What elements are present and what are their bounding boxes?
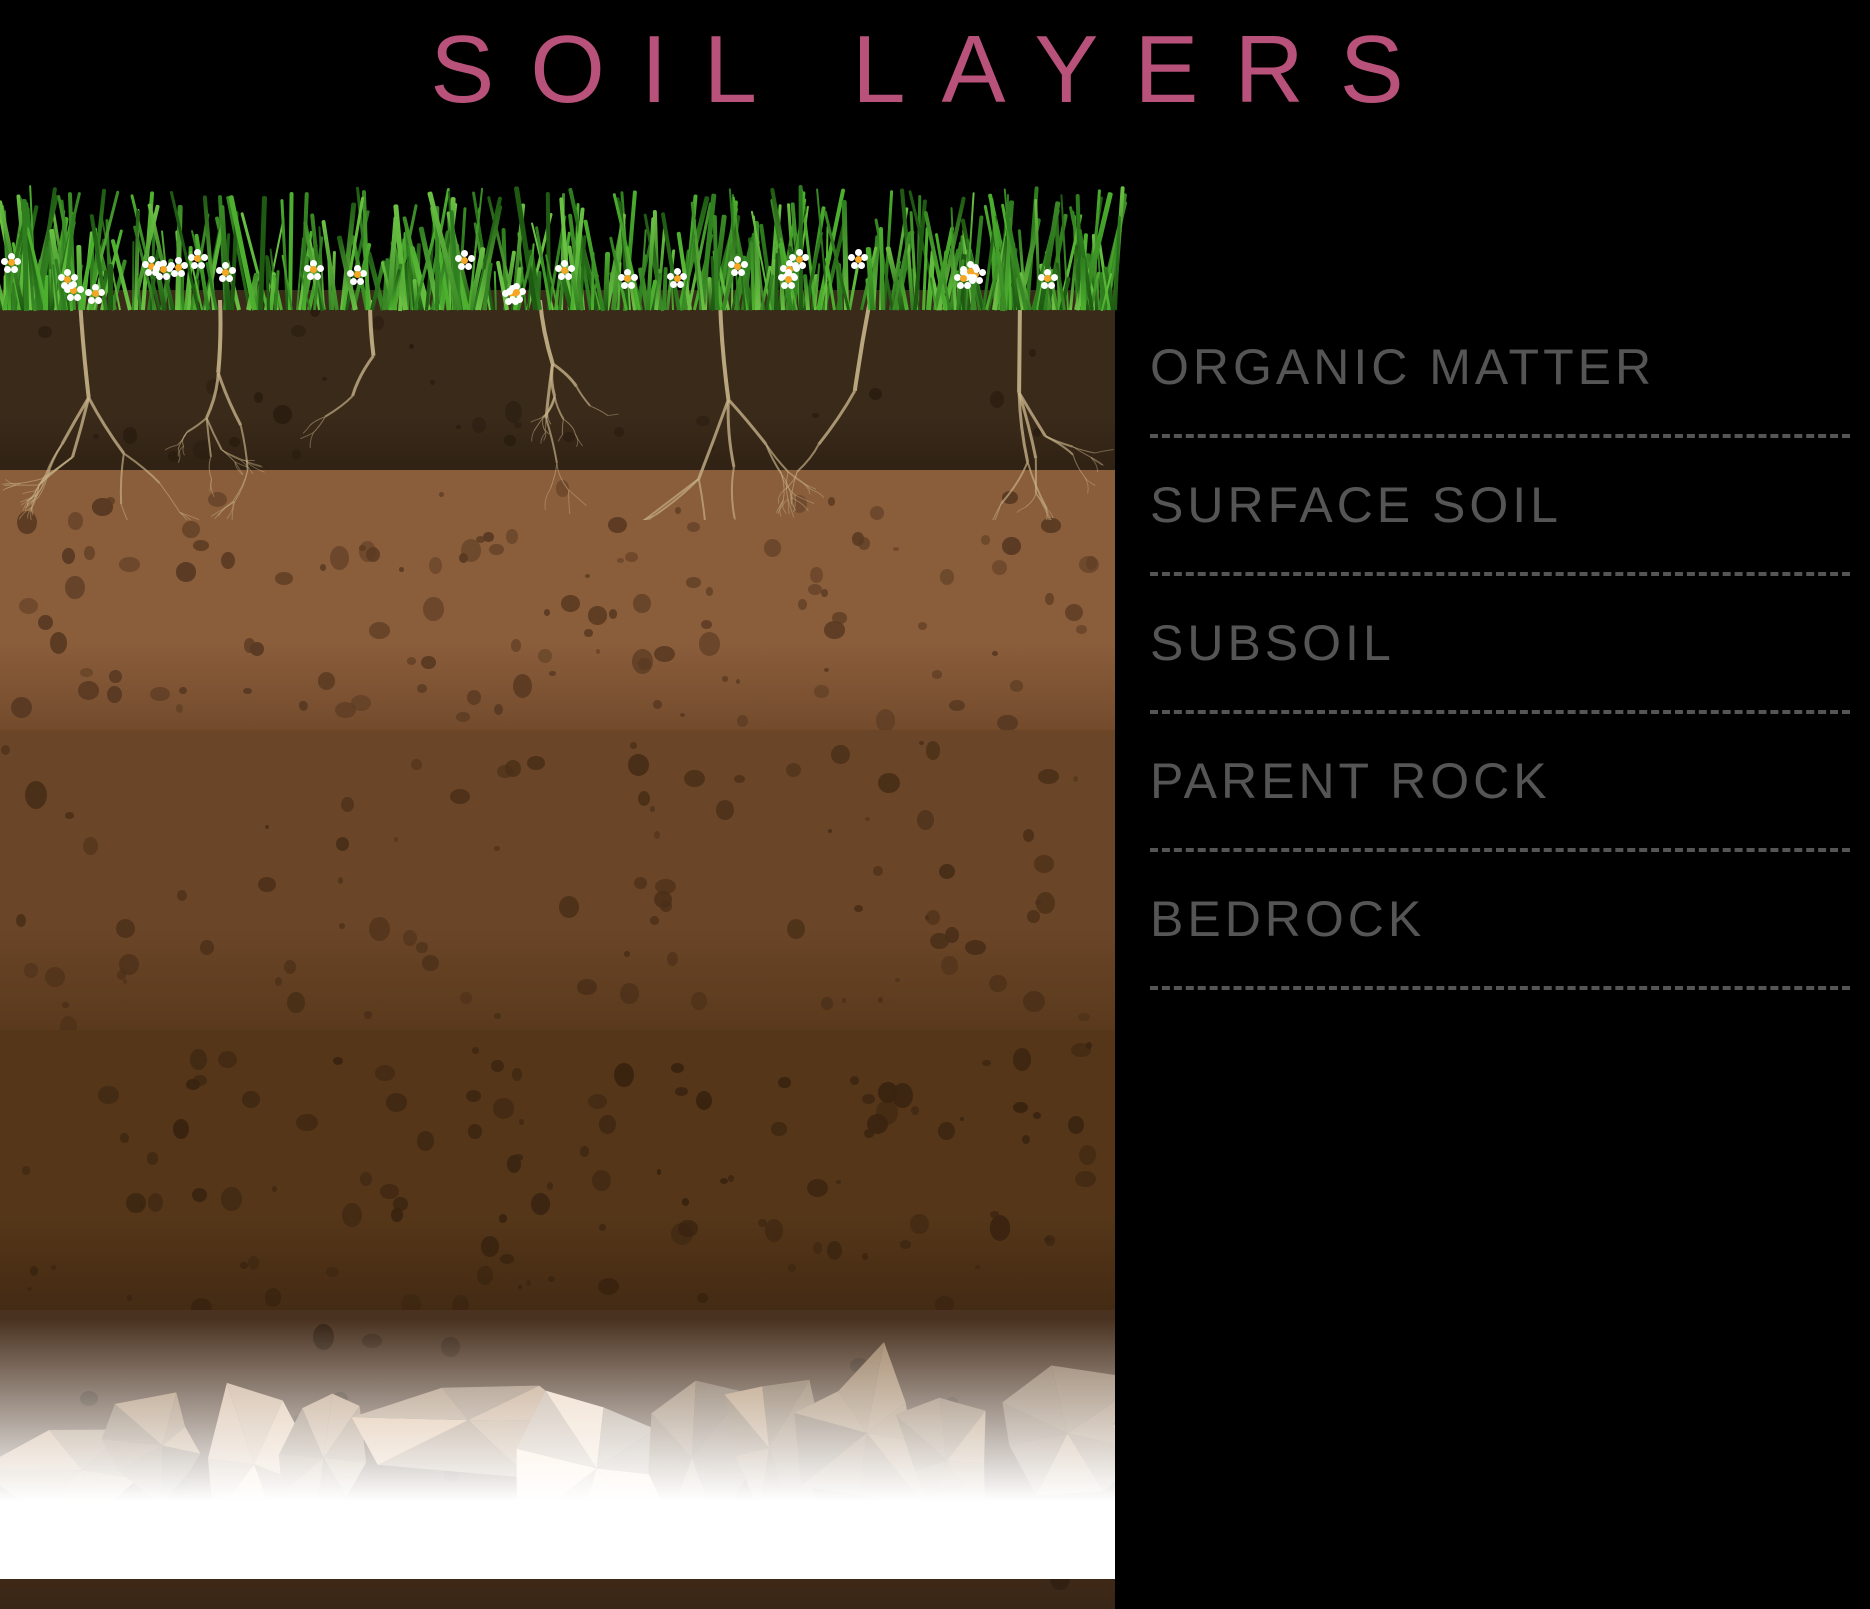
- flower-icon: [217, 263, 235, 281]
- flower-icon: [668, 269, 686, 287]
- flower-icon: [955, 270, 973, 288]
- layer-organic: [0, 290, 1115, 500]
- flower-icon: [154, 261, 172, 279]
- label-organic: ORGANIC MATTER: [1150, 300, 1850, 438]
- label-subsoil: SUBSOIL: [1150, 576, 1850, 714]
- flower-icon: [556, 261, 574, 279]
- label-parent: PARENT ROCK: [1150, 714, 1850, 852]
- layer-subsoil: [0, 730, 1115, 1060]
- layer-surface: [0, 470, 1115, 760]
- flower-icon: [619, 270, 637, 288]
- flower-icon: [849, 250, 867, 268]
- grass-layer: [0, 190, 1115, 310]
- flower-icon: [2, 254, 20, 272]
- soil-diagram: [0, 190, 1115, 1579]
- flower-icon: [456, 251, 474, 269]
- fade-overlay: [0, 1319, 1115, 1579]
- layer-parent: [0, 1030, 1115, 1340]
- flower-icon: [790, 250, 808, 268]
- page-title: SOIL LAYERS: [0, 15, 1870, 125]
- label-surface: SURFACE SOIL: [1150, 438, 1850, 576]
- flower-icon: [305, 261, 323, 279]
- flower-icon: [779, 270, 797, 288]
- flower-icon: [507, 284, 525, 302]
- flower-icon: [729, 257, 747, 275]
- flower-icon: [348, 266, 366, 284]
- flower-icon: [86, 285, 104, 303]
- layer-labels: ORGANIC MATTERSURFACE SOILSUBSOILPARENT …: [1150, 300, 1850, 990]
- label-bedrock: BEDROCK: [1150, 852, 1850, 990]
- flower-icon: [189, 250, 207, 268]
- flower-icon: [59, 270, 77, 288]
- flower-icon: [1039, 270, 1057, 288]
